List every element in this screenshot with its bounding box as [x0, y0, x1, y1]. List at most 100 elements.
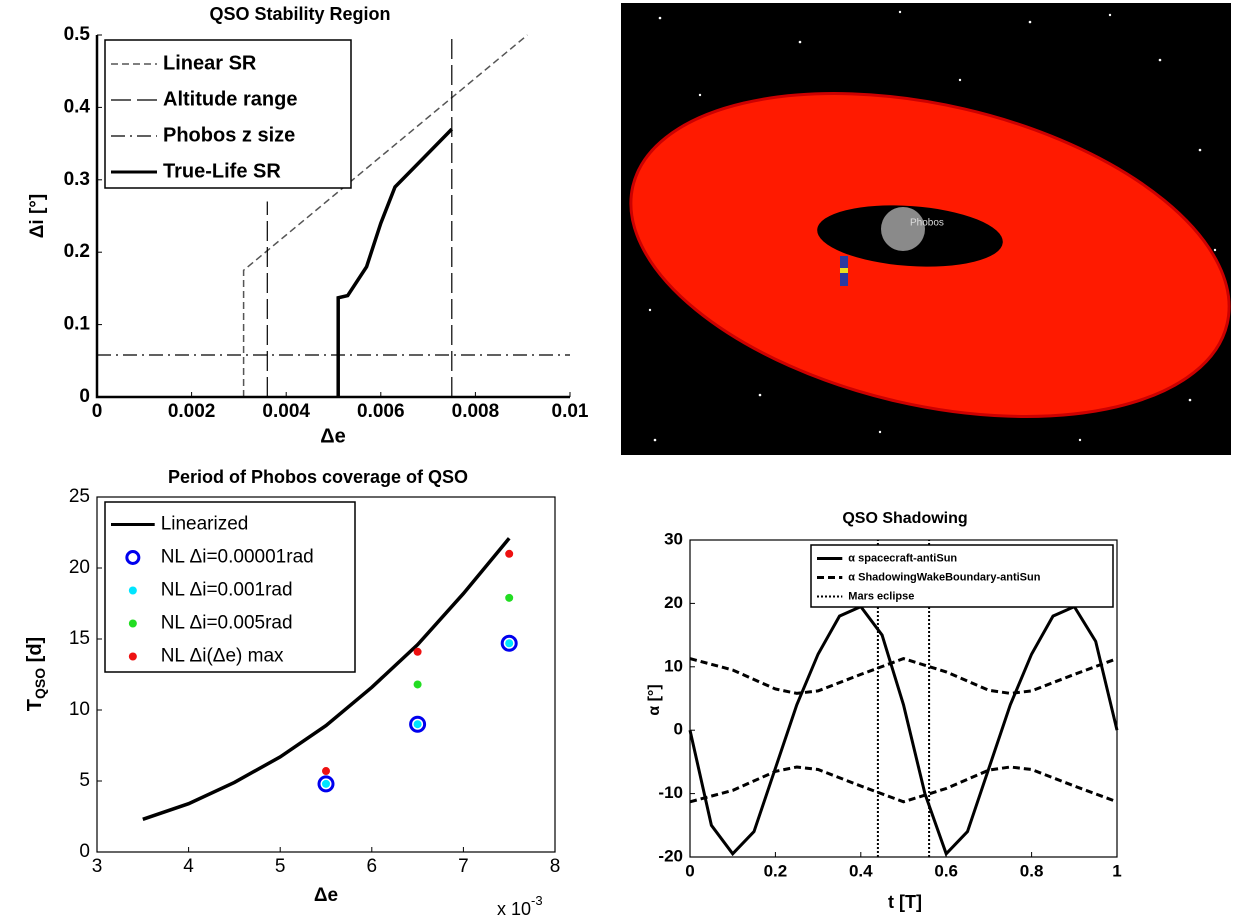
y-tick-label: 0.5 — [64, 24, 91, 45]
legend-swatch — [128, 619, 137, 628]
x-tick-label: 0 — [92, 401, 103, 422]
y-axis-label-sub: QSO — [32, 668, 48, 699]
data-point — [317, 775, 335, 793]
y-tick-label: 20 — [69, 557, 90, 578]
legend: α spacecraft-antiSun α ShadowingWakeBound… — [810, 544, 1114, 608]
y-tick-label: -10 — [658, 783, 683, 802]
legend-label: α ShadowingWakeBoundary-antiSun — [848, 571, 1040, 583]
y-tick-label: 5 — [79, 770, 90, 791]
data-point — [500, 634, 518, 652]
series-line — [266, 35, 453, 397]
chart: QSO Stability Region Δe Δi [°] 0 0.002 0.004 0… — [27, 4, 589, 448]
y-tick-label: 20 — [664, 593, 683, 612]
y-tick-label: 0.2 — [64, 241, 90, 262]
legend-swatch — [128, 586, 137, 595]
chart: QSO Shadowing t [T] α [°] 0 0.2 0.4 0.6 0.8 1 -20… — [646, 510, 1122, 912]
y-tick-label: 0.4 — [64, 96, 91, 117]
legend-label: True-Life SR — [163, 160, 281, 182]
y-tick-label: 10 — [664, 656, 683, 675]
x-multiplier: x 10-3 — [497, 893, 543, 918]
data-point — [505, 549, 514, 558]
x-tick-label: 1 — [1112, 861, 1121, 880]
y-tick-label: 0 — [79, 386, 90, 407]
data-point — [322, 767, 330, 776]
x-tick-label: 4 — [183, 856, 194, 877]
series-line — [142, 537, 511, 821]
plot-frame — [689, 539, 1118, 858]
x-tick-label: 0.004 — [262, 401, 310, 422]
axes — [95, 35, 570, 399]
y-tick-label: 25 — [69, 486, 90, 507]
phobos — [881, 207, 925, 251]
plot-frame — [96, 496, 556, 853]
legend-label: NL Δi=0.00001rad — [161, 547, 314, 568]
y-tick-label: 0 — [674, 720, 683, 739]
x-axis-label: Δe — [314, 885, 338, 906]
y-tick-label: 0.3 — [64, 169, 90, 190]
x-multiplier-base: x 10 — [497, 899, 531, 919]
x-tick-label: 0.8 — [1020, 861, 1044, 880]
legend-box — [104, 501, 356, 673]
legend-swatch — [128, 652, 137, 661]
x-tick-label: 0.01 — [552, 401, 589, 422]
legend-swatch — [125, 550, 141, 565]
x-tick-label: 7 — [458, 856, 469, 877]
x-tick-label: 6 — [367, 856, 378, 877]
orbit-render: Phobos — [621, 3, 1231, 455]
legend: Linear SR Altitude range Phobos z size True… — [104, 39, 352, 189]
legend-box — [810, 544, 1114, 608]
legend-label: Phobos z size — [163, 124, 295, 146]
y-tick-label: -20 — [658, 846, 683, 865]
y-tick-label: 0.1 — [64, 314, 91, 335]
x-tick-label: 5 — [275, 856, 286, 877]
data-point — [505, 639, 514, 648]
legend-label: NL Δi=0.001rad — [161, 580, 293, 601]
series-line — [689, 657, 1118, 804]
x-multiplier-exp: -3 — [531, 893, 543, 908]
legend-label: NL Δi=0.005rad — [161, 613, 293, 634]
chart-title: Period of Phobos coverage of QSO — [168, 467, 468, 487]
legend-label: NL Δi(Δe) max — [161, 646, 284, 667]
y-axis-label: Δi [°] — [27, 194, 48, 238]
legend-label: Linearized — [161, 514, 249, 535]
y-axis-label: TQSO [d] — [24, 637, 47, 711]
y-axis-label-rest: [d] — [24, 637, 46, 668]
x-tick-label: 0.6 — [934, 861, 958, 880]
data-point — [409, 715, 427, 733]
series-line — [688, 604, 1119, 857]
data-point — [505, 593, 514, 602]
chart: Period of Phobos coverage of QSO Δe TQSO [… — [24, 467, 560, 919]
data-point — [322, 779, 330, 788]
series-line — [336, 127, 454, 397]
y-axis-label: α [°] — [646, 684, 663, 715]
legend: Linearized NL Δi=0.00001rad NL Δi=0.001rad… — [104, 501, 356, 673]
spacecraft-panel — [840, 268, 848, 273]
data-point — [413, 680, 422, 689]
x-tick-label: 0.008 — [452, 401, 500, 422]
y-tick-label: 0 — [79, 841, 90, 862]
x-tick-label: 8 — [550, 856, 561, 877]
data-point — [413, 647, 422, 656]
legend-label: Mars eclipse — [848, 590, 914, 602]
legend-label: Altitude range — [163, 88, 297, 110]
x-axis-label: t [T] — [888, 892, 922, 912]
x-tick-label: 0.4 — [849, 861, 873, 880]
data-point — [413, 720, 422, 729]
x-axis-label: Δe — [320, 425, 346, 447]
chart-title: QSO Shadowing — [842, 510, 967, 527]
legend-label: α spacecraft-antiSun — [848, 552, 957, 564]
phobos-label: Phobos — [910, 218, 944, 229]
legend-label: Linear SR — [163, 52, 257, 74]
y-tick-label: 10 — [69, 699, 90, 720]
y-tick-label: 15 — [69, 628, 90, 649]
y-tick-label: 30 — [664, 529, 683, 548]
x-tick-label: 0 — [685, 861, 694, 880]
series-line — [242, 34, 528, 397]
y-axis-label-main: T — [24, 699, 46, 711]
x-tick-label: 3 — [92, 856, 103, 877]
chart-title: QSO Stability Region — [209, 4, 390, 24]
x-tick-label: 0.2 — [764, 861, 788, 880]
x-tick-label: 0.002 — [168, 401, 216, 422]
x-tick-label: 0.006 — [357, 401, 405, 422]
